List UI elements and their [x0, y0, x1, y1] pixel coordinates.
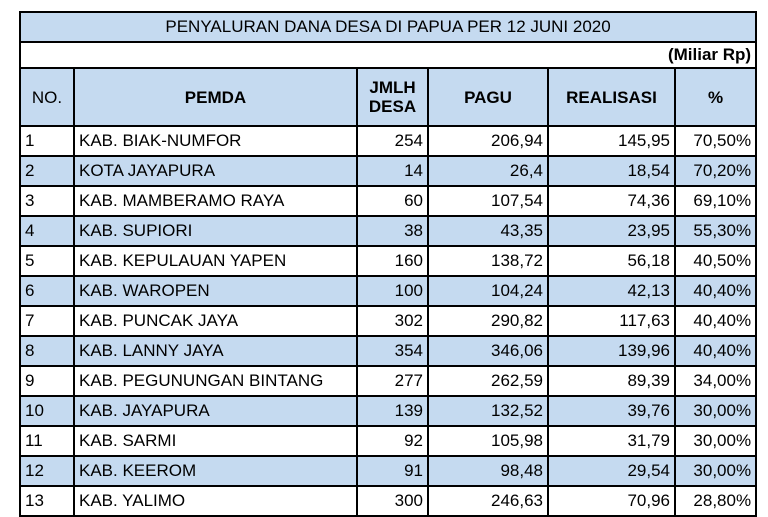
cell-realisasi: 18,54	[547, 155, 676, 187]
cell-pagu: 98,48	[427, 455, 549, 487]
unit-row: (Miliar Rp)	[18, 41, 758, 69]
cell-percent: 55,30%	[673, 215, 758, 247]
table-row: 12 KAB. KEEROM 91 98,48 29,54 30,00%	[19, 455, 758, 487]
cell-percent: 70,20%	[673, 155, 758, 187]
cell-no: 2	[19, 155, 75, 187]
column-header-jmlh-desa: JMLH DESA	[356, 67, 429, 127]
table-row: 4 KAB. SUPIORI 38 43,35 23,95 55,30%	[19, 215, 758, 247]
cell-pagu: 346,06	[427, 335, 549, 367]
table-row: 6 KAB. WAROPEN 100 104,24 42,13 40,40%	[19, 275, 758, 307]
cell-realisasi: 145,95	[547, 125, 676, 157]
cell-pemda: KAB. PUNCAK JAYA	[73, 305, 358, 337]
cell-jmlh-desa: 160	[356, 245, 429, 277]
table-row: 10 KAB. JAYAPURA 139 132,52 39,76 30,00%	[19, 395, 758, 427]
cell-no: 8	[19, 335, 75, 367]
cell-pemda: KAB. PEGUNUNGAN BINTANG	[73, 365, 358, 397]
cell-jmlh-desa: 254	[356, 125, 429, 157]
cell-pagu: 138,72	[427, 245, 549, 277]
cell-percent: 30,00%	[673, 425, 758, 457]
cell-no: 11	[19, 425, 75, 457]
cell-pemda: KAB. SARMI	[73, 425, 358, 457]
cell-realisasi: 31,79	[547, 425, 676, 457]
table-row: 9 KAB. PEGUNUNGAN BINTANG 277 262,59 89,39 34…	[19, 365, 758, 397]
cell-no: 10	[19, 395, 75, 427]
table-row: 1 KAB. BIAK-NUMFOR 254 206,94 145,95 70,50%	[19, 125, 758, 157]
title-row: PENYALURAN DANA DESA DI PAPUA PER 12 JUN…	[18, 11, 758, 43]
cell-jmlh-desa: 277	[356, 365, 429, 397]
cell-jmlh-desa: 14	[356, 155, 429, 187]
column-header-no: NO.	[19, 67, 75, 127]
cell-no: 5	[19, 245, 75, 277]
cell-realisasi: 42,13	[547, 275, 676, 307]
cell-jmlh-desa: 38	[356, 215, 429, 247]
cell-percent: 69,10%	[673, 185, 758, 217]
cell-pagu: 26,4	[427, 155, 549, 187]
column-header-desa-line: DESA	[368, 97, 417, 116]
table-row: 11 KAB. SARMI 92 105,98 31,79 30,00%	[19, 425, 758, 457]
cell-realisasi: 139,96	[547, 335, 676, 367]
cell-pemda: KAB. LANNY JAYA	[73, 335, 358, 367]
cell-no: 4	[19, 215, 75, 247]
cell-realisasi: 89,39	[547, 365, 676, 397]
cell-pagu: 290,82	[427, 305, 549, 337]
cell-no: 9	[19, 365, 75, 397]
cell-pemda: KAB. BIAK-NUMFOR	[73, 125, 358, 157]
cell-pagu: 262,59	[427, 365, 549, 397]
table-row: 3 KAB. MAMBERAMO RAYA 60 107,54 74,36 69,10%	[19, 185, 758, 217]
cell-no: 12	[19, 455, 75, 487]
column-header-pagu: PAGU	[427, 67, 549, 127]
table-row: 2 KOTA JAYAPURA 14 26,4 18,54 70,20%	[19, 155, 758, 187]
cell-jmlh-desa: 92	[356, 425, 429, 457]
cell-jmlh-desa: 60	[356, 185, 429, 217]
cell-jmlh-desa: 354	[356, 335, 429, 367]
cell-pagu: 43,35	[427, 215, 549, 247]
cell-pagu: 132,52	[427, 395, 549, 427]
table-row: 8 KAB. LANNY JAYA 354 346,06 139,96 40,40%	[19, 335, 758, 367]
cell-pemda: KAB. SUPIORI	[73, 215, 358, 247]
cell-pagu: 104,24	[427, 275, 549, 307]
cell-no: 6	[19, 275, 75, 307]
column-header-pemda: PEMDA	[73, 67, 358, 127]
cell-pemda: KAB. MAMBERAMO RAYA	[73, 185, 358, 217]
cell-realisasi: 29,54	[547, 455, 676, 487]
cell-percent: 40,40%	[673, 275, 758, 307]
cell-jmlh-desa: 100	[356, 275, 429, 307]
cell-realisasi: 56,18	[547, 245, 676, 277]
table-title: PENYALURAN DANA DESA DI PAPUA PER 12 JUN…	[18, 11, 758, 43]
cell-percent: 40,40%	[673, 305, 758, 337]
cell-realisasi: 117,63	[547, 305, 676, 337]
cell-percent: 30,00%	[673, 455, 758, 487]
column-header-jmlh-line: JMLH	[369, 78, 416, 97]
cell-jmlh-desa: 302	[356, 305, 429, 337]
cell-pemda: KAB. JAYAPURA	[73, 395, 358, 427]
cell-pagu: 107,54	[427, 185, 549, 217]
cell-percent: 34,00%	[673, 365, 758, 397]
header-row: NO. PEMDA JMLH DESA PAGU REALISASI %	[19, 67, 758, 127]
cell-pagu: 206,94	[427, 125, 549, 157]
cell-pemda: KAB. KEEROM	[73, 455, 358, 487]
table-row: 5 KAB. KEPULAUAN YAPEN 160 138,72 56,18 40,50…	[19, 245, 758, 277]
cell-percent: 40,40%	[673, 335, 758, 367]
unit-label: (Miliar Rp)	[18, 41, 758, 69]
cell-jmlh-desa: 139	[356, 395, 429, 427]
cell-percent: 70,50%	[673, 125, 758, 157]
cell-realisasi: 74,36	[547, 185, 676, 217]
cell-no: 7	[19, 305, 75, 337]
cell-pagu: 105,98	[427, 425, 549, 457]
table-row: 7 KAB. PUNCAK JAYA 302 290,82 117,63 40,40%	[19, 305, 758, 337]
cell-no: 1	[19, 125, 75, 157]
cell-percent: 40,50%	[673, 245, 758, 277]
column-header-realisasi: REALISASI	[547, 67, 676, 127]
column-header-percent: %	[673, 67, 758, 127]
cell-pemda: KAB. WAROPEN	[73, 275, 358, 307]
cell-percent: 30,00%	[673, 395, 758, 427]
cell-pemda: KOTA JAYAPURA	[73, 155, 358, 187]
data-table: PENYALURAN DANA DESA DI PAPUA PER 12 JUN…	[18, 11, 758, 517]
cell-no: 3	[19, 185, 75, 217]
cell-realisasi: 39,76	[547, 395, 676, 427]
cell-realisasi: 23,95	[547, 215, 676, 247]
cell-pemda: KAB. KEPULAUAN YAPEN	[73, 245, 358, 277]
cell-jmlh-desa: 91	[356, 455, 429, 487]
